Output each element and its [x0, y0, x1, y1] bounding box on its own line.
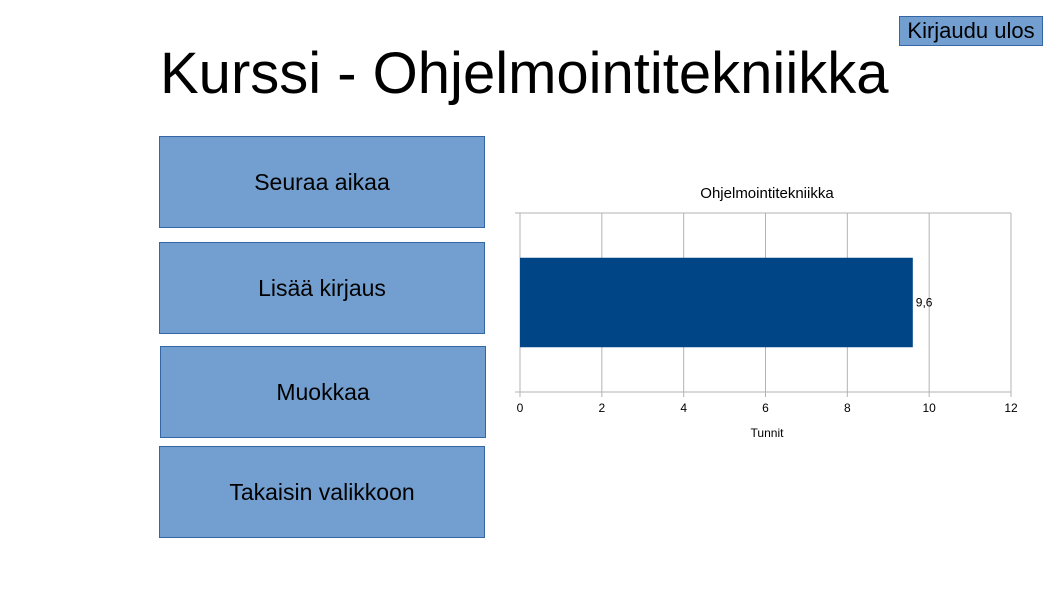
add-entry-button[interactable]: Lisää kirjaus — [159, 242, 485, 334]
bar-value-label: 9,6 — [916, 296, 933, 310]
chart-x-ticks: 0 2 4 6 8 10 12 — [517, 401, 1018, 415]
x-tick-label: 8 — [844, 401, 851, 415]
x-tick-label: 10 — [922, 401, 936, 415]
chart-x-axis-label: Tunnit — [751, 426, 785, 440]
x-tick-label: 2 — [598, 401, 605, 415]
x-tick-label: 4 — [680, 401, 687, 415]
chart-title: Ohjelmointitekniikka — [700, 185, 834, 202]
x-tick-label: 6 — [762, 401, 769, 415]
logout-button[interactable]: Kirjaudu ulos — [899, 16, 1043, 46]
track-time-button[interactable]: Seuraa aikaa — [159, 136, 485, 228]
x-tick-label: 12 — [1004, 401, 1018, 415]
x-tick-label: 0 — [517, 401, 524, 415]
back-to-menu-button[interactable]: Takaisin valikkoon — [159, 446, 485, 538]
bar — [520, 257, 913, 348]
page-title: Kurssi - Ohjelmointitekniikka — [160, 41, 889, 106]
edit-button[interactable]: Muokkaa — [160, 346, 486, 438]
hours-bar-chart: Ohjelmointitekniikka 9,6 0 2 4 6 8 10 12 Tunni… — [515, 185, 1018, 440]
chart-bars: 9,6 — [520, 257, 933, 348]
